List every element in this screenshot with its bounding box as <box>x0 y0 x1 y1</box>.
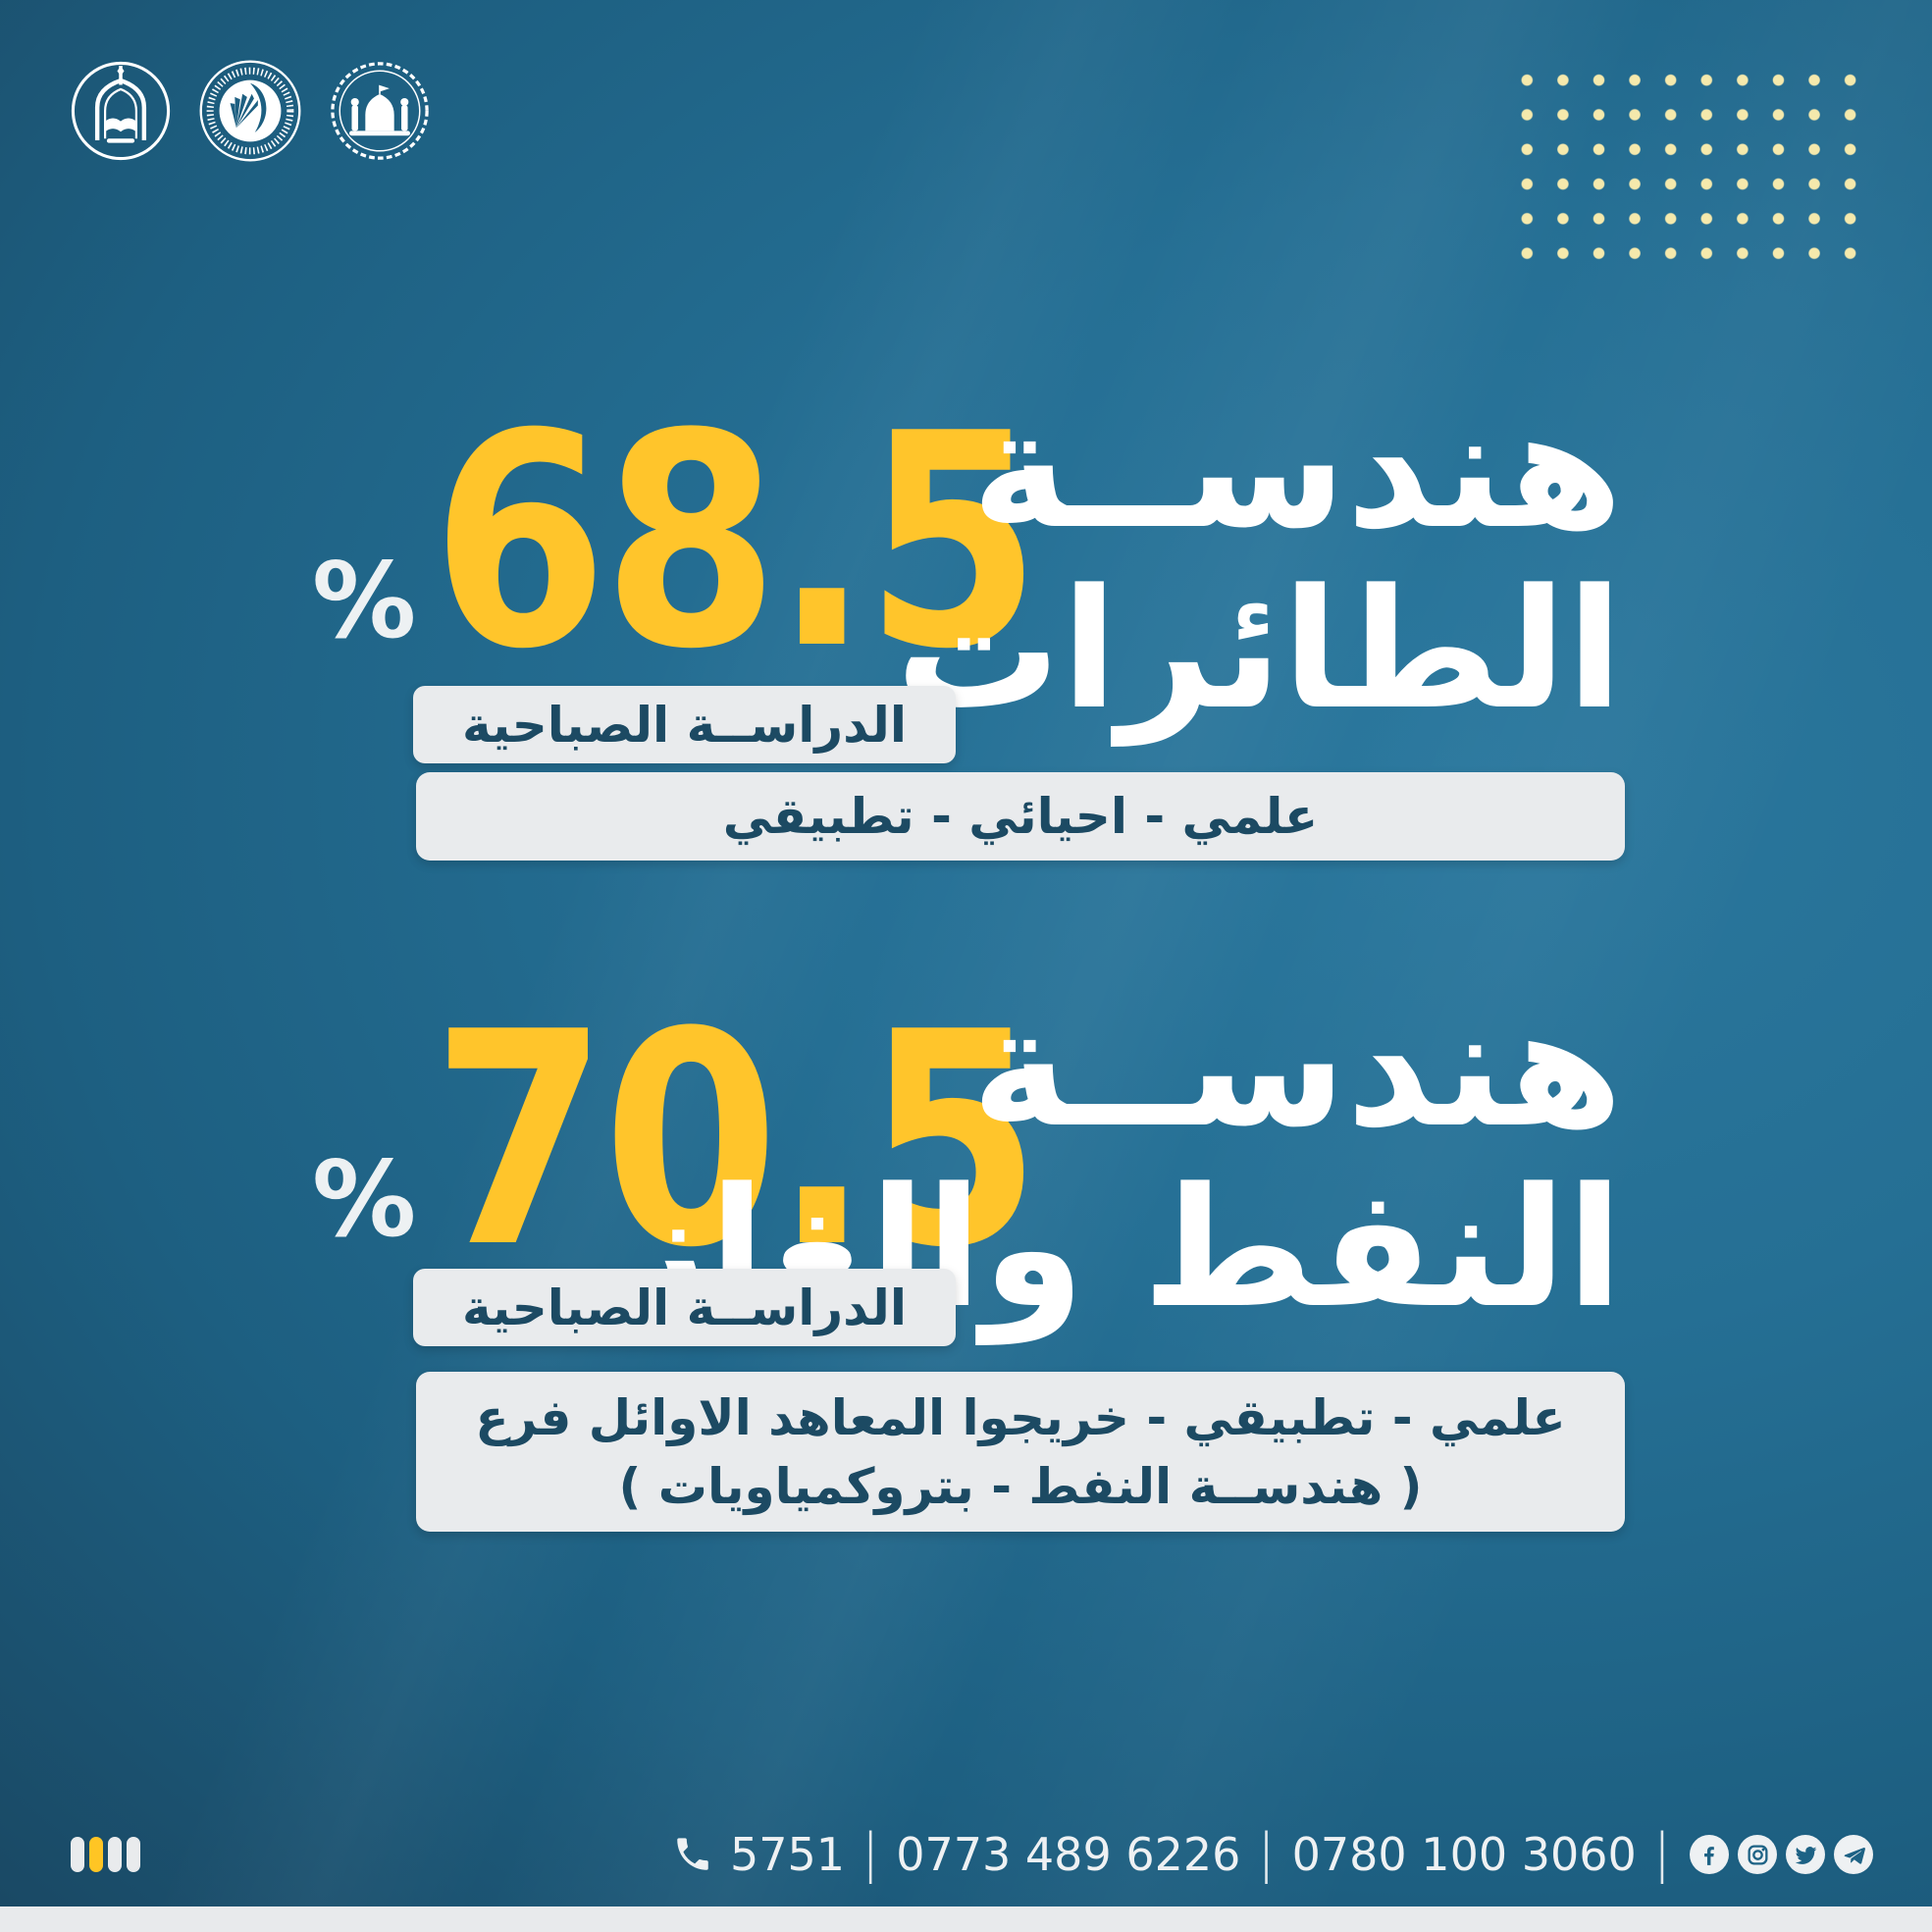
score-value: 70.5 <box>432 969 1041 1312</box>
eligibility-text-line2: ( هندســة النفط - بتروكمياويات ) <box>618 1457 1423 1515</box>
university-emblem-icon <box>71 61 171 161</box>
holy-shrine-secretariat-emblem-icon <box>331 62 429 160</box>
program-title-line1: هندســة <box>970 971 1623 1164</box>
eligibility-panel: علمي - تطبيقي - خريجوا المعاهد الاوائل ف… <box>416 1372 1625 1532</box>
percent-sign: % <box>312 541 417 661</box>
facebook-icon <box>1690 1835 1729 1874</box>
program-title: هندســة الطائرات <box>896 379 1623 740</box>
eligibility-panel: علمي - احيائي - تطبيقي <box>416 772 1625 861</box>
percent-sign: % <box>312 1139 417 1260</box>
score-value: 68.5 <box>432 371 1041 713</box>
bottom-light-strip <box>0 1906 1932 1932</box>
divider: | <box>1652 1821 1671 1884</box>
score-group: % 70.5 <box>312 969 1134 1312</box>
logo-row <box>69 57 432 165</box>
contact-row: 5751 | 0773 489 6226 | 0780 100 3060 | <box>672 1822 1873 1884</box>
phone-number-2: 0780 100 3060 <box>1291 1828 1637 1881</box>
instagram-icon <box>1738 1835 1777 1874</box>
social-icons <box>1690 1835 1873 1874</box>
footer-bars-icon <box>71 1837 140 1872</box>
eligibility-text: علمي - احيائي - تطبيقي <box>722 788 1319 845</box>
phone-number-1: 0773 489 6226 <box>896 1828 1241 1881</box>
dot-grid-pattern <box>1509 63 1868 271</box>
program-title-line2: الطائرات <box>895 553 1623 746</box>
eligibility-text-line1: علمي - تطبيقي - خريجوا المعاهد الاوائل ف… <box>475 1388 1566 1446</box>
ministry-of-higher-education-emblem-icon <box>199 60 301 162</box>
divider: | <box>1257 1821 1276 1884</box>
study-shift-badge: الدراســة الصباحية <box>413 686 956 763</box>
study-shift-badge: الدراســة الصباحية <box>413 1269 956 1346</box>
hotline-number: 5751 <box>729 1828 846 1881</box>
telegram-icon <box>1834 1835 1873 1874</box>
divider: | <box>862 1821 880 1884</box>
twitter-icon <box>1786 1835 1825 1874</box>
program-title: هندســة النفط والغاز <box>614 977 1623 1338</box>
program-title-line1: هندســة <box>970 373 1623 565</box>
score-group: % 68.5 <box>312 371 1134 713</box>
phone-icon <box>672 1834 713 1875</box>
